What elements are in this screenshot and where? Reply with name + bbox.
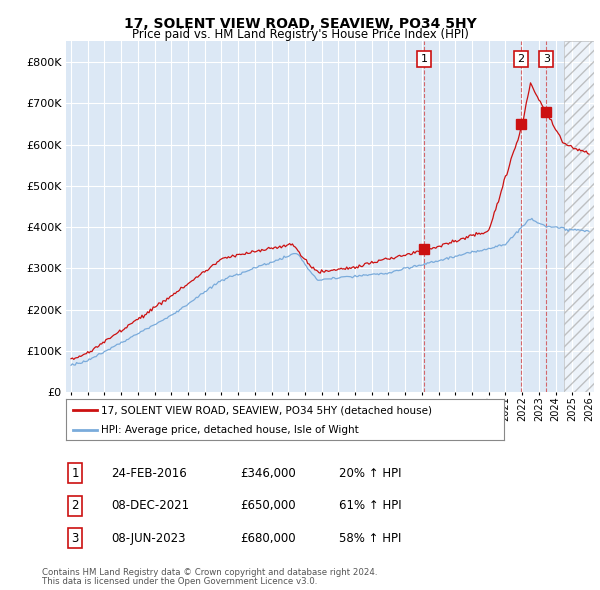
Text: £650,000: £650,000	[240, 499, 296, 512]
Text: 08-DEC-2021: 08-DEC-2021	[111, 499, 189, 512]
Text: This data is licensed under the Open Government Licence v3.0.: This data is licensed under the Open Gov…	[42, 578, 317, 586]
Text: 20% ↑ HPI: 20% ↑ HPI	[339, 467, 401, 480]
Text: HPI: Average price, detached house, Isle of Wight: HPI: Average price, detached house, Isle…	[101, 425, 359, 434]
Text: 17, SOLENT VIEW ROAD, SEAVIEW, PO34 5HY: 17, SOLENT VIEW ROAD, SEAVIEW, PO34 5HY	[124, 17, 476, 31]
Text: 58% ↑ HPI: 58% ↑ HPI	[339, 532, 401, 545]
Text: 3: 3	[71, 532, 79, 545]
Text: 24-FEB-2016: 24-FEB-2016	[111, 467, 187, 480]
Text: 2: 2	[71, 499, 79, 512]
Bar	[564, 41, 594, 392]
Text: 1: 1	[71, 467, 79, 480]
Text: £680,000: £680,000	[240, 532, 296, 545]
Text: 61% ↑ HPI: 61% ↑ HPI	[339, 499, 401, 512]
Text: 17, SOLENT VIEW ROAD, SEAVIEW, PO34 5HY (detached house): 17, SOLENT VIEW ROAD, SEAVIEW, PO34 5HY …	[101, 405, 432, 415]
Text: £346,000: £346,000	[240, 467, 296, 480]
Text: 1: 1	[421, 54, 427, 64]
Bar	[564, 41, 594, 392]
Text: 08-JUN-2023: 08-JUN-2023	[111, 532, 185, 545]
Text: 2: 2	[517, 54, 524, 64]
Text: 3: 3	[543, 54, 550, 64]
Text: Contains HM Land Registry data © Crown copyright and database right 2024.: Contains HM Land Registry data © Crown c…	[42, 568, 377, 577]
Text: Price paid vs. HM Land Registry's House Price Index (HPI): Price paid vs. HM Land Registry's House …	[131, 28, 469, 41]
